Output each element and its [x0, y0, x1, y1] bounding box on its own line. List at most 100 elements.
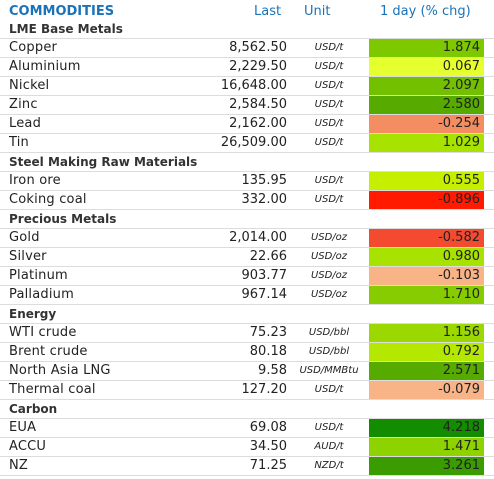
- change-cell: 1.874: [369, 39, 484, 57]
- table-row: Thermal coal 127.20 USD/t -0.079: [0, 381, 494, 400]
- commodity-name: NZ: [9, 458, 29, 473]
- header-commodities: COMMODITIES: [9, 4, 115, 19]
- last-price: 127.20: [241, 382, 288, 397]
- header-unit: Unit: [304, 4, 331, 19]
- table-row: EUA 69.08 USD/t 4.218: [0, 419, 494, 438]
- table-row: Coking coal 332.00 USD/t -0.896: [0, 191, 494, 210]
- last-price: 80.18: [249, 344, 287, 359]
- commodity-name: Aluminium: [9, 59, 81, 74]
- change-cell: 0.067: [369, 58, 484, 76]
- header-last: Last: [254, 4, 282, 19]
- last-price: 967.14: [241, 287, 288, 302]
- change-cell: 3.261: [369, 457, 484, 475]
- table-row: Silver 22.66 USD/oz 0.980: [0, 248, 494, 267]
- commodity-name: Zinc: [9, 97, 38, 112]
- price-unit: USD/oz: [310, 251, 348, 262]
- last-price: 2,162.00: [229, 116, 287, 131]
- commodity-name: EUA: [9, 420, 37, 435]
- change-cell: 2.580: [369, 96, 484, 114]
- category-label: Energy: [9, 307, 57, 321]
- change-cell: 0.792: [369, 343, 484, 361]
- price-unit: USD/t: [314, 422, 344, 433]
- table-row: Copper 8,562.50 USD/t 1.874: [0, 39, 494, 58]
- change-cell: 1.029: [369, 134, 484, 152]
- last-price: 135.95: [241, 173, 288, 188]
- price-unit: USD/oz: [310, 289, 348, 300]
- change-cell: 0.980: [369, 248, 484, 266]
- price-unit: USD/t: [314, 118, 344, 129]
- change-cell: 4.218: [369, 419, 484, 437]
- table-row: Nickel 16,648.00 USD/t 2.097: [0, 77, 494, 96]
- commodity-name: Platinum: [9, 268, 68, 283]
- commodity-name: WTI crude: [9, 325, 77, 340]
- category-header: LME Base Metals: [0, 20, 494, 39]
- category-header: Energy: [0, 305, 494, 324]
- commodity-name: Silver: [9, 249, 47, 264]
- category-label: LME Base Metals: [9, 22, 123, 36]
- table-row: Iron ore 135.95 USD/t 0.555: [0, 172, 494, 191]
- change-cell: -0.896: [369, 191, 484, 209]
- last-price: 26,509.00: [220, 135, 287, 150]
- price-unit: USD/oz: [310, 270, 348, 281]
- change-cell: 2.097: [369, 77, 484, 95]
- table-row: NZ 71.25 NZD/t 3.261: [0, 457, 494, 476]
- commodity-name: Lead: [9, 116, 42, 131]
- change-cell: -0.254: [369, 115, 484, 133]
- commodity-name: ACCU: [9, 439, 47, 454]
- change-cell: 2.571: [369, 362, 484, 380]
- price-unit: USD/t: [314, 42, 344, 53]
- commodity-name: Copper: [9, 40, 58, 55]
- change-cell: -0.079: [369, 381, 484, 399]
- table-row: Zinc 2,584.50 USD/t 2.580: [0, 96, 494, 115]
- last-price: 332.00: [241, 192, 288, 207]
- last-price: 75.23: [249, 325, 287, 340]
- table-row: ACCU 34.50 AUD/t 1.471: [0, 438, 494, 457]
- last-price: 2,014.00: [229, 230, 287, 245]
- commodity-name: Thermal coal: [9, 382, 96, 397]
- last-price: 903.77: [241, 268, 288, 283]
- last-price: 34.50: [249, 439, 287, 454]
- change-cell: 1.156: [369, 324, 484, 342]
- table-row: Gold 2,014.00 USD/oz -0.582: [0, 229, 494, 248]
- commodity-name: Palladium: [9, 287, 74, 302]
- header-change: 1 day (% chg): [380, 4, 471, 19]
- last-price: 2,229.50: [229, 59, 287, 74]
- table-row: Brent crude 80.18 USD/bbl 0.792: [0, 343, 494, 362]
- last-price: 2,584.50: [229, 97, 287, 112]
- table-row: Platinum 903.77 USD/oz -0.103: [0, 267, 494, 286]
- change-cell: -0.582: [369, 229, 484, 247]
- last-price: 22.66: [249, 249, 287, 264]
- price-unit: USD/t: [314, 80, 344, 91]
- price-unit: USD/t: [314, 61, 344, 72]
- category-header: Precious Metals: [0, 210, 494, 229]
- price-unit: USD/t: [314, 175, 344, 186]
- change-cell: 1.710: [369, 286, 484, 304]
- commodity-name: Brent crude: [9, 344, 88, 359]
- price-unit: USD/t: [314, 99, 344, 110]
- price-unit: USD/t: [314, 194, 344, 205]
- table-row: Palladium 967.14 USD/oz 1.710: [0, 286, 494, 305]
- category-header: Steel Making Raw Materials: [0, 153, 494, 172]
- category-label: Precious Metals: [9, 212, 117, 226]
- commodity-name: North Asia LNG: [9, 363, 111, 378]
- category-label: Steel Making Raw Materials: [9, 155, 198, 169]
- table-header: COMMODITIES Last Unit 1 day (% chg): [0, 0, 494, 20]
- commodity-name: Coking coal: [9, 192, 87, 207]
- last-price: 9.58: [258, 363, 287, 378]
- commodity-name: Tin: [9, 135, 29, 150]
- last-price: 71.25: [249, 458, 287, 473]
- last-price: 69.08: [249, 420, 287, 435]
- price-unit: USD/t: [314, 137, 344, 148]
- price-unit: USD/t: [314, 384, 344, 395]
- price-unit: AUD/t: [314, 441, 344, 452]
- price-unit: USD/MMBtu: [299, 365, 359, 376]
- price-unit: USD/bbl: [308, 346, 350, 357]
- commodity-name: Nickel: [9, 78, 50, 93]
- last-price: 8,562.50: [229, 40, 287, 55]
- price-unit: USD/oz: [310, 232, 348, 243]
- table-row: Tin 26,509.00 USD/t 1.029: [0, 134, 494, 153]
- category-header: Carbon: [0, 400, 494, 419]
- price-unit: USD/bbl: [308, 327, 350, 338]
- price-unit: NZD/t: [314, 460, 344, 471]
